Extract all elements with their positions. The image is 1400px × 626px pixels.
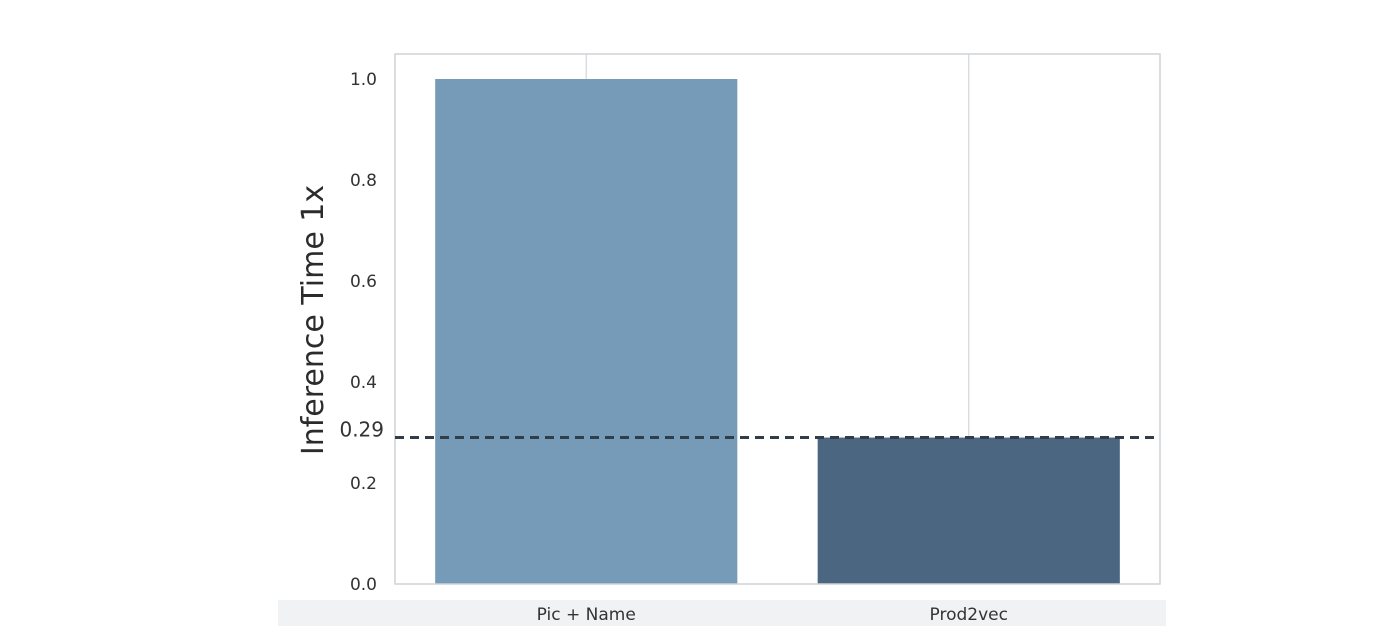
x-tick-labels: Pic + Name Prod2vec: [537, 605, 1008, 625]
reference-line-group: 0.29: [339, 418, 1160, 442]
reference-line-label: 0.29: [339, 418, 384, 442]
bars: [435, 79, 1120, 584]
y-tick-labels: 0.0 0.2 0.4 0.6 0.8 1.0: [350, 70, 377, 595]
y-tick-label: 0.4: [350, 373, 377, 393]
bar-prod2vec: [817, 437, 1120, 584]
y-tick-label: 0.8: [350, 171, 377, 191]
y-tick-label: 0.6: [350, 272, 377, 292]
bottom-fade-strip: [278, 600, 1166, 626]
y-tick-label: 0.2: [350, 474, 377, 494]
y-tick-label: 1.0: [350, 70, 377, 90]
y-axis-label: Inference Time 1x: [296, 185, 331, 455]
bar-pic-name: [435, 79, 738, 584]
y-tick-label: 0.0: [350, 575, 377, 595]
x-tick-label: Pic + Name: [537, 605, 636, 625]
plot-frame: [394, 53, 1161, 585]
x-tick-label: Prod2vec: [930, 605, 1008, 625]
